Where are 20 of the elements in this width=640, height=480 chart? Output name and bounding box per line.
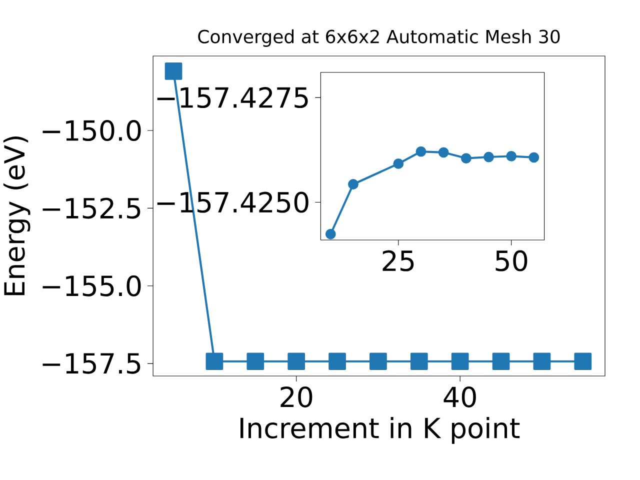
point [506, 150, 517, 162]
point [438, 147, 449, 158]
point [460, 153, 472, 164]
y-tick-label: −152.5 [42, 198, 140, 219]
chart-title: Converged at 6x6x2 Automatic Mesh 30 [198, 29, 560, 47]
point [325, 228, 336, 240]
x-tick-label: 40 [444, 386, 476, 408]
x-axis-title: Increment in K point [240, 416, 520, 444]
y-tick-label: −157.5 [42, 353, 140, 374]
x-tick-label: 25 [382, 250, 414, 272]
x-tick-label: 50 [496, 250, 528, 272]
y-tick-label: −155.0 [42, 275, 141, 296]
point [528, 152, 540, 163]
point [393, 158, 404, 169]
x-tick-label: 20 [280, 386, 312, 408]
point [416, 146, 426, 157]
y-axis-title: Energy (eV) [3, 136, 30, 296]
y-tick-label: −150.0 [42, 120, 141, 142]
point [348, 179, 358, 190]
point [484, 152, 494, 162]
